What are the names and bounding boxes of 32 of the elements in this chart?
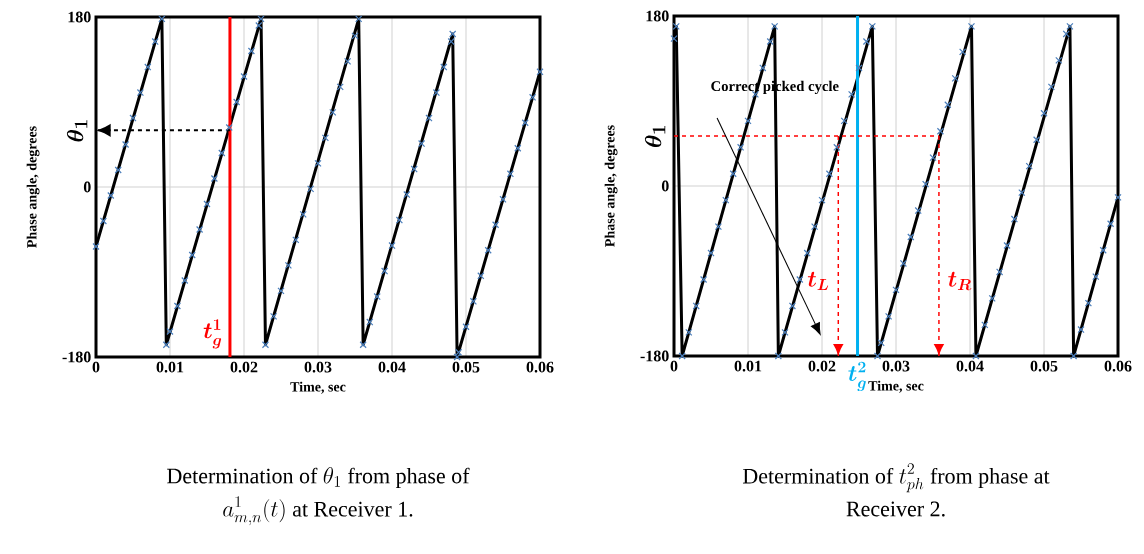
ref-line-label: $\boldsymbol{t_g^1}$ <box>203 319 222 349</box>
x-axis-title: Time, sec <box>290 381 346 394</box>
ref-line-label: $\boldsymbol{t_g^2}$ <box>848 361 866 392</box>
x-axis-title: Time, sec <box>868 380 924 393</box>
y-axis-title: Phase angle, degrees <box>26 126 40 248</box>
ref-line-label: $\boldsymbol{t_R}$ <box>948 271 972 291</box>
y-tick-label: 180 <box>646 10 669 22</box>
x-tick-label: 0.02 <box>808 360 836 372</box>
y-tick-label: -180 <box>640 350 669 362</box>
x-tick-label: 0.03 <box>304 361 332 373</box>
y-tick-label: 0 <box>83 181 91 193</box>
x-tick-label: 0.02 <box>230 361 258 373</box>
x-tick-label: 0.01 <box>734 360 762 372</box>
x-tick-label: 0.04 <box>378 361 406 373</box>
x-tick-label: 0.01 <box>156 361 184 373</box>
y-axis-title: Phase angle, degrees <box>604 125 618 247</box>
x-tick-label: 0.06 <box>526 361 554 373</box>
text: $\begin{gathered}\text{Determination of }t^2_{ph}\text{ from phase at}\\\text{Receiver 2.}\end{gathered}$ <box>742 463 1050 517</box>
y-tick-label: 180 <box>68 11 91 23</box>
x-tick-label: 0 <box>670 360 678 372</box>
y-tick-label: 0 <box>661 180 669 192</box>
text: $\begin{gathered}\text{Determination of }\theta_1\text{ from phase of}\\a^1_{m,n}(t)\text{ at Receiver 1.}\end{gathered}$ <box>167 467 470 526</box>
x-tick-label: 0.03 <box>882 360 910 372</box>
x-tick-label: 0 <box>92 361 100 373</box>
ref-line-label: $\boldsymbol{\theta_1}$ <box>644 125 666 148</box>
x-tick-label: 0.05 <box>1030 360 1058 372</box>
x-tick-label: 0.04 <box>956 360 984 372</box>
x-tick-label: 0.05 <box>452 361 480 373</box>
y-tick-label: -180 <box>62 351 91 363</box>
x-tick-label: 0.06 <box>1104 360 1132 372</box>
ref-line-label: $\boldsymbol{t_L}$ <box>807 271 829 290</box>
ref-line-label: $\boldsymbol{\theta_1}$ <box>66 120 88 142</box>
